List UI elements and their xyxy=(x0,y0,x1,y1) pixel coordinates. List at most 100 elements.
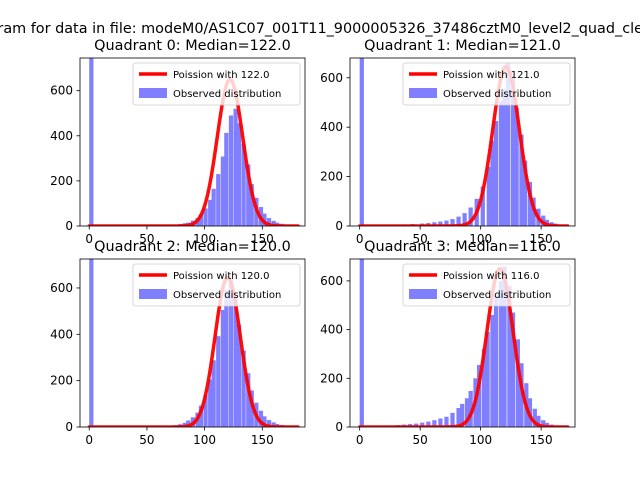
y-tick-label: 400 xyxy=(50,129,73,143)
histogram-bar xyxy=(220,309,225,427)
histogram-bar xyxy=(233,108,238,226)
poisson-fit-line xyxy=(87,77,300,226)
axes-frame xyxy=(349,57,576,227)
histogram-bar xyxy=(507,285,512,427)
histogram-bar xyxy=(271,422,276,427)
histogram-bar xyxy=(426,421,431,427)
x-tick-label: 150 xyxy=(530,232,553,246)
plot-area xyxy=(87,58,302,226)
histogram-bar xyxy=(224,132,229,226)
histogram-bar xyxy=(241,143,246,226)
y-tick-label: 0 xyxy=(65,420,73,434)
histogram-bar xyxy=(502,88,507,226)
histogram-bar xyxy=(359,259,364,427)
x-tick-label: 100 xyxy=(469,433,492,447)
legend-bar-swatch xyxy=(139,88,167,98)
histogram-bar xyxy=(527,182,533,226)
legend: Poission with 116.0 Observed distribution xyxy=(402,263,571,307)
histogram-bar xyxy=(490,140,495,226)
histogram-bar xyxy=(519,134,524,226)
histogram-bar xyxy=(444,220,449,226)
quadrant-3-chart: 0 50 100 150 0 200 400 600 Quadrant 3: Median=11… xyxy=(320,239,576,447)
histogram-bar xyxy=(198,405,204,427)
histogram-bar xyxy=(493,295,499,427)
legend-box xyxy=(402,62,571,106)
histogram-bar xyxy=(480,186,485,226)
legend-bar-swatch xyxy=(139,289,167,299)
histogram-bar xyxy=(266,218,272,226)
histogram-bar xyxy=(216,174,221,226)
y-tick-label: 0 xyxy=(335,420,343,434)
quadrant-2-chart: 0 50 100 150 0 200 400 600 Quadrant 2: Median=12… xyxy=(50,239,306,447)
y-tick-label: 600 xyxy=(50,281,73,295)
y-tick-label: 400 xyxy=(320,120,343,134)
quadrant-title: Quadrant 0: Median=122.0 xyxy=(94,38,291,54)
histogram-bar xyxy=(203,394,208,427)
legend-bar-label: Observed distribution xyxy=(173,290,281,301)
histogram-bar xyxy=(241,350,246,427)
histogram-bar xyxy=(262,416,267,427)
histogram-bar xyxy=(211,188,216,226)
histogram-bar xyxy=(438,221,443,226)
histogram-bar xyxy=(490,315,495,427)
legend-bar-label: Observed distribution xyxy=(173,89,281,100)
poisson-fit-line xyxy=(87,275,300,427)
histogram-bar xyxy=(544,422,549,427)
histogram-bar xyxy=(514,107,519,226)
y-tick-label: 200 xyxy=(50,374,73,388)
legend-bar-swatch xyxy=(409,289,437,299)
histogram-bar xyxy=(498,101,504,226)
histogram-bar xyxy=(420,422,425,427)
legend-line-label: Poission with 121.0 xyxy=(443,70,539,81)
histogram-bar xyxy=(510,77,516,226)
quadrant-0-chart: 0 50 100 150 0 200 400 600 Quadrant 0: Median=12… xyxy=(50,38,306,246)
histogram-bar xyxy=(224,290,229,427)
histogram-bar xyxy=(541,420,546,427)
legend-bar-label: Observed distribution xyxy=(443,290,551,301)
x-tick-label: 150 xyxy=(251,433,274,447)
histogram-bar xyxy=(89,58,94,226)
legend-box xyxy=(402,263,571,307)
x-tick-label: 0 xyxy=(85,232,93,246)
histogram-bar xyxy=(249,184,254,226)
histogram-bar xyxy=(208,199,213,226)
histogram-bar xyxy=(444,416,449,427)
histogram-bar xyxy=(532,408,537,427)
quadrant-title: Quadrant 2: Median=120.0 xyxy=(94,239,291,255)
y-tick-label: 0 xyxy=(335,219,343,233)
y-tick-label: 0 xyxy=(65,219,73,233)
histogram-bar xyxy=(460,403,465,427)
x-tick-label: 150 xyxy=(251,232,274,246)
histogram-bar xyxy=(233,297,238,427)
axes-frame xyxy=(349,258,576,428)
histogram-bar xyxy=(203,208,208,226)
histogram-bar xyxy=(519,363,524,427)
x-tick-label: 0 xyxy=(356,433,364,447)
plot-area xyxy=(357,259,570,427)
quadrant-1-chart: 0 50 100 150 0 200 400 600 Quadrant 1: Median=12… xyxy=(320,38,576,246)
histogram-bar xyxy=(515,339,520,427)
histogram-bar xyxy=(450,412,455,427)
histogram-bar xyxy=(486,166,491,226)
y-tick-label: 200 xyxy=(50,174,73,188)
y-tick-label: 600 xyxy=(320,274,343,288)
histogram-bar xyxy=(216,336,221,427)
legend: Poission with 120.0 Observed distribution xyxy=(132,263,301,307)
histogram-bar xyxy=(536,415,541,427)
histogram-bar xyxy=(506,62,511,226)
x-tick-label: 100 xyxy=(193,232,216,246)
y-tick-label: 600 xyxy=(50,84,73,98)
histogram-bar xyxy=(208,379,213,427)
histogram-bar xyxy=(502,266,507,427)
x-tick-label: 50 xyxy=(139,232,154,246)
histogram-bar xyxy=(246,164,251,226)
x-tick-label: 50 xyxy=(413,433,428,447)
legend: Poission with 121.0 Observed distribution xyxy=(402,62,571,106)
x-tick-label: 150 xyxy=(530,433,553,447)
axes-frame xyxy=(79,57,306,227)
histogram-bar xyxy=(262,213,267,226)
histogram-bar xyxy=(211,360,216,427)
histogram-bar xyxy=(450,219,455,226)
histogram-bar xyxy=(186,420,191,427)
histogram-bar xyxy=(432,222,437,226)
